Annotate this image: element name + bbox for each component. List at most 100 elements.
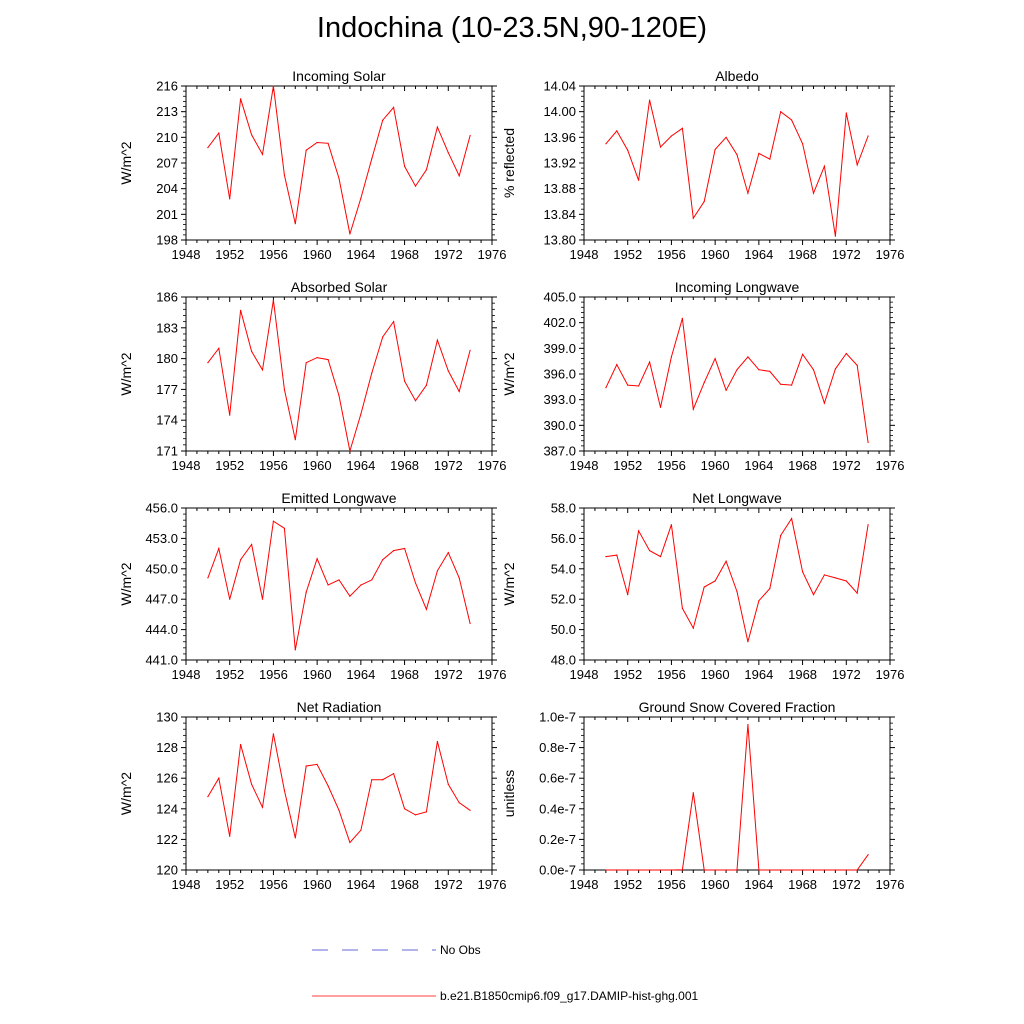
y-axis-label: W/m^2 [118, 772, 134, 815]
x-tick-label: 1956 [657, 667, 686, 682]
data-point [845, 580, 847, 582]
data-point [703, 869, 705, 871]
data-point [834, 368, 837, 370]
x-tick-label: 1972 [832, 247, 861, 262]
data-point [638, 530, 640, 532]
data-point [393, 550, 395, 552]
x-tick-label: 1952 [215, 667, 244, 682]
data-point [447, 152, 449, 154]
y-tick-label: 126 [156, 771, 178, 786]
x-tick-label: 1952 [613, 667, 642, 682]
plot-frame [583, 716, 891, 871]
data-point [823, 402, 826, 404]
x-tick-label: 1960 [303, 667, 332, 682]
panel-title: Net Radiation [297, 699, 382, 715]
data-point [414, 814, 417, 816]
y-tick-label: 180 [156, 351, 178, 366]
y-tick-label: 128 [156, 740, 178, 755]
x-tick-label: 1964 [346, 247, 375, 262]
y-tick-label: 0.4e-7 [539, 801, 576, 816]
x-tick-label: 1960 [701, 877, 730, 892]
data-point [425, 811, 427, 813]
data-point [703, 586, 705, 588]
x-tick-label: 1972 [832, 667, 861, 682]
data-point [605, 387, 607, 389]
y-tick-label: 52.0 [551, 592, 576, 607]
data-point [638, 869, 640, 871]
data-point [670, 869, 673, 871]
data-point [240, 309, 242, 311]
data-point [867, 441, 869, 443]
data-point [616, 554, 618, 556]
data-point [791, 119, 793, 121]
data-point [638, 179, 640, 181]
data-point [207, 147, 209, 149]
panel-incoming-longwave: 1948 1952 1956 1960 1964 1968 1972 1976 387.0 390… [501, 279, 904, 473]
panel-title: Net Longwave [692, 490, 782, 506]
data-point [812, 869, 815, 871]
data-point [393, 106, 395, 108]
data-point [747, 356, 749, 358]
x-tick-label: 1976 [478, 458, 507, 473]
y-tick-label: 204 [156, 181, 178, 196]
data-point [371, 779, 373, 781]
data-point [338, 395, 340, 397]
data-point [649, 99, 651, 101]
data-point [616, 869, 618, 871]
data-point [845, 352, 847, 355]
data-point [316, 558, 318, 560]
data-point [856, 592, 858, 594]
data-point [393, 321, 395, 323]
y-tick-label: 13.88 [543, 181, 576, 196]
series-line [605, 517, 869, 642]
x-tick-label: 1968 [788, 247, 817, 262]
data-point [758, 152, 760, 154]
data-point [338, 809, 340, 811]
data-point [736, 869, 738, 871]
data-point [725, 136, 727, 138]
data-point [812, 594, 815, 596]
data-point [856, 869, 858, 871]
data-point [834, 577, 837, 579]
panel-ground-snow-covered-fraction: 1948 1952 1956 1960 1964 1968 1972 1976 0.0e-7 0.… [501, 699, 904, 892]
data-point [681, 869, 684, 871]
data-point [692, 408, 694, 410]
x-tick-label: 1948 [570, 667, 599, 682]
panel-emitted-longwave: 1948 1952 1956 1960 1964 1968 1972 1976 441.0 444… [118, 490, 506, 682]
data-point [812, 369, 815, 371]
data-point [436, 126, 438, 128]
data-point [845, 869, 847, 871]
data-point [649, 361, 651, 363]
panel-absorbed-solar: 1948 1952 1956 1960 1964 1968 1972 1976 171 174 17… [118, 279, 506, 473]
x-tick-label: 1972 [434, 667, 463, 682]
x-tick-label: 1968 [390, 247, 419, 262]
data-point [327, 785, 329, 787]
y-tick-label: 390.0 [543, 418, 576, 433]
x-tick-label: 1948 [570, 877, 599, 892]
y-tick-label: 441.0 [145, 653, 178, 668]
x-tick-label: 1956 [657, 247, 686, 262]
legend-label-no-obs: No Obs [440, 943, 481, 957]
data-point [414, 185, 417, 187]
data-point [681, 607, 684, 609]
y-tick-label: 0.6e-7 [539, 771, 576, 786]
y-tick-label: 447.0 [145, 592, 178, 607]
data-point [605, 556, 607, 558]
data-point [349, 233, 351, 235]
data-point [436, 740, 438, 743]
data-point [425, 608, 427, 610]
data-point [382, 336, 384, 338]
panel-title: Absorbed Solar [291, 279, 388, 295]
data-point [845, 112, 847, 114]
plot-frame [583, 85, 891, 241]
data-point [261, 153, 264, 155]
data-point [251, 350, 253, 352]
data-point [627, 384, 629, 386]
y-tick-label: 405.0 [543, 290, 576, 305]
y-tick-label: 402.0 [543, 315, 576, 330]
data-point [692, 217, 694, 219]
data-point [802, 353, 804, 355]
data-point [272, 520, 274, 522]
data-point [791, 869, 793, 871]
